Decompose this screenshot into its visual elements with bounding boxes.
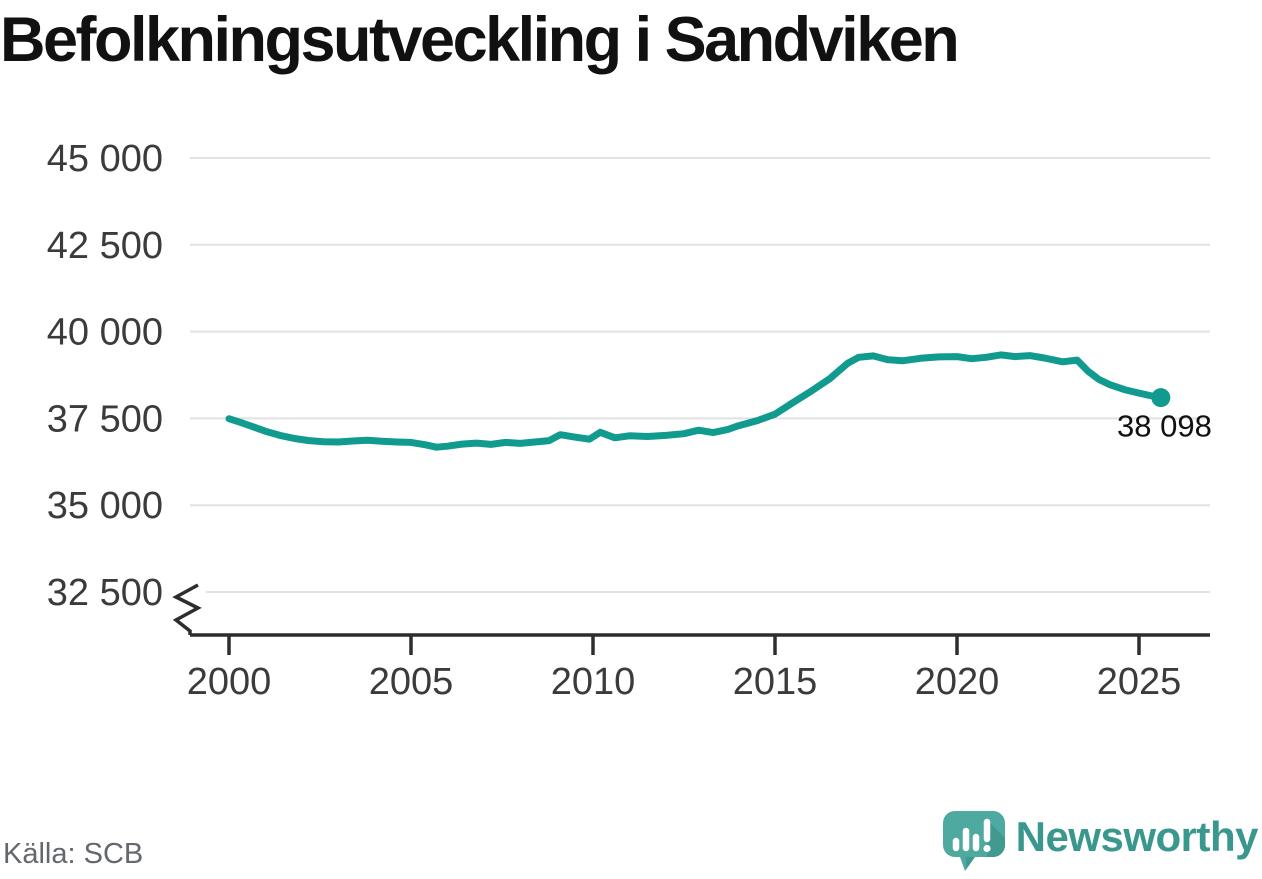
logo-bar-chart-glyph <box>952 818 990 852</box>
chart-title: Befolkningsutveckling i Sandviken <box>0 5 960 75</box>
y-axis-tick-label: 37 500 <box>47 398 163 440</box>
newsworthy-branding: Newsworthy <box>942 810 1259 872</box>
y-axis-tick-label: 32 500 <box>47 572 163 614</box>
newsworthy-logo-icon <box>942 811 1005 871</box>
population-line <box>225 351 1165 451</box>
end-point-dot <box>1151 388 1171 408</box>
y-axis-tick-label: 35 000 <box>47 485 163 527</box>
end-point-value-label: 38 098 <box>1117 409 1212 444</box>
y-axis-tick-label: 40 000 <box>47 312 163 354</box>
x-axis-tick-label: 2020 <box>915 661 1000 703</box>
x-axis-tick-label: 2015 <box>733 661 818 703</box>
source-note: Källa: SCB <box>3 838 144 870</box>
logo-exclamation-dot <box>983 844 991 853</box>
y-axis-tick-label: 45 000 <box>47 138 163 180</box>
y-axis-tick-label: 42 500 <box>47 225 163 267</box>
x-axis-tick-label: 2005 <box>369 661 454 703</box>
y-axis-break-zigzag <box>172 583 202 635</box>
x-axis-tick-label: 2000 <box>187 661 272 703</box>
newsworthy-wordmark: Newsworthy <box>1015 813 1259 860</box>
x-axis-tick-label: 2010 <box>551 661 636 703</box>
x-axis-tick-label: 2025 <box>1097 661 1182 703</box>
